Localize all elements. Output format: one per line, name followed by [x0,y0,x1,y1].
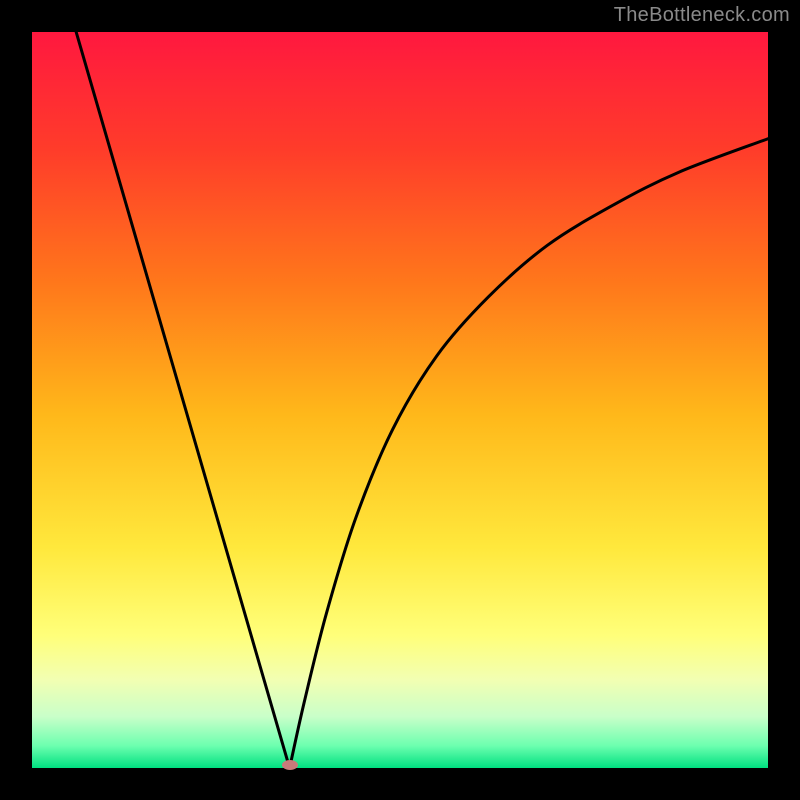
watermark-text: TheBottleneck.com [614,4,790,27]
minimum-marker [282,760,298,770]
figure-container: TheBottleneck.com [0,0,800,800]
gradient-background [32,32,768,768]
plot-area [32,32,768,768]
